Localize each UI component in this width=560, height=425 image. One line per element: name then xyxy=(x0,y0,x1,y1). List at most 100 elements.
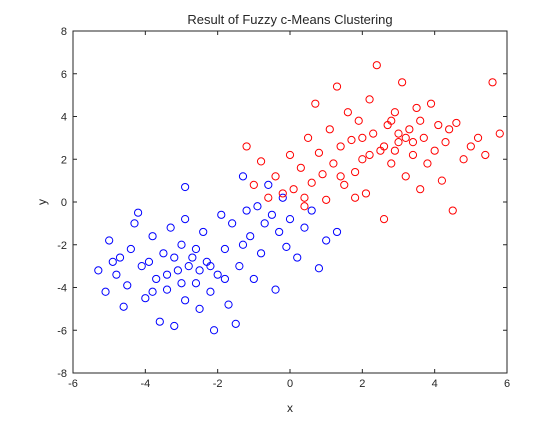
cluster-1-point xyxy=(253,202,262,211)
cluster-2-point xyxy=(271,172,280,181)
cluster-1-point xyxy=(119,302,128,311)
cluster-2-point xyxy=(401,172,410,181)
cluster-2-point xyxy=(329,159,338,168)
cluster-1-point xyxy=(115,253,125,262)
cluster-1-point xyxy=(278,193,287,202)
cluster-1-point xyxy=(184,262,193,271)
cluster-1-point xyxy=(155,317,164,326)
x-tick-label: -2 xyxy=(213,378,223,390)
x-tick-label: 2 xyxy=(359,378,365,390)
x-tick-label: -4 xyxy=(140,378,150,390)
cluster-1-point xyxy=(166,223,175,232)
cluster-2-point xyxy=(314,148,324,157)
cluster-1-point xyxy=(170,321,179,331)
cluster-2-point xyxy=(264,193,273,202)
cluster-1-point xyxy=(275,227,284,237)
cluster-1-point xyxy=(267,210,277,219)
x-tick-label: -6 xyxy=(68,378,78,390)
cluster-2-point xyxy=(372,61,381,70)
cluster-1-point xyxy=(322,236,331,245)
cluster-1-point xyxy=(181,215,190,224)
cluster-2-point xyxy=(343,108,352,117)
y-tick-label: 8 xyxy=(61,26,67,38)
cluster-2-point xyxy=(394,129,403,138)
cluster-1-point xyxy=(94,266,103,275)
cluster-2-point xyxy=(481,150,490,160)
cluster-1-point xyxy=(271,285,280,294)
cluster-1-point xyxy=(206,287,215,296)
y-tick-label: -6 xyxy=(57,325,67,337)
cluster-2-point xyxy=(473,133,483,142)
cluster-2-point xyxy=(369,129,378,138)
cluster-2-point xyxy=(434,120,443,130)
x-tick-label: 6 xyxy=(504,378,510,390)
cluster-2-point xyxy=(325,125,334,134)
cluster-2-point xyxy=(285,150,295,160)
cluster-1-point xyxy=(217,210,226,219)
cluster-2-point xyxy=(416,116,425,125)
cluster-1-point xyxy=(314,264,324,273)
cluster-1-point xyxy=(246,232,255,241)
cluster-2-point xyxy=(426,99,436,108)
cluster-2-point xyxy=(379,142,389,151)
cluster-1-point xyxy=(148,232,157,241)
cluster-2-point xyxy=(322,195,331,204)
cluster-2-point xyxy=(242,142,251,151)
cluster-2-point xyxy=(408,138,418,147)
cluster-1-point xyxy=(249,274,258,284)
cluster-1-point xyxy=(220,274,229,284)
cluster-2-point xyxy=(405,125,414,134)
cluster-1-point xyxy=(101,287,110,296)
cluster-2-point xyxy=(340,180,349,189)
cluster-1-point xyxy=(170,253,179,262)
cluster-2-point xyxy=(351,167,360,177)
cluster-2-point xyxy=(307,178,316,187)
cluster-1-point xyxy=(177,240,186,249)
cluster-1-point xyxy=(130,219,139,228)
cluster-2-point xyxy=(365,95,374,104)
cluster-2-point xyxy=(401,133,410,142)
cluster-2-point xyxy=(303,133,313,142)
cluster-2-point xyxy=(419,133,428,142)
cluster-1-point xyxy=(228,219,237,228)
cluster-1-point xyxy=(260,219,269,228)
cluster-1-point xyxy=(134,208,143,217)
cluster-2-point xyxy=(249,180,258,189)
cluster-2-point xyxy=(495,129,504,138)
cluster-1-point xyxy=(112,270,121,279)
cluster-2-point xyxy=(430,146,439,155)
y-tick-label: 0 xyxy=(61,197,67,209)
cluster-1-point xyxy=(242,206,251,215)
cluster-2-point xyxy=(448,206,457,215)
cluster-2-point xyxy=(437,176,446,185)
cluster-2-point xyxy=(488,78,497,87)
cluster-2-point xyxy=(387,159,396,168)
cluster-2-point xyxy=(332,82,342,91)
cluster-1-point xyxy=(224,300,233,309)
data-points xyxy=(94,61,504,335)
cluster-2-point xyxy=(336,172,345,181)
cluster-2-point xyxy=(256,157,266,166)
cluster-1-point xyxy=(195,304,204,313)
cluster-1-point xyxy=(206,262,215,271)
cluster-1-point xyxy=(123,281,132,290)
cluster-2-point xyxy=(296,163,305,172)
plot-area xyxy=(72,30,508,374)
cluster-1-point xyxy=(191,279,201,288)
cluster-1-point xyxy=(148,287,157,296)
cluster-1-point xyxy=(144,257,154,266)
x-axis-label: x xyxy=(287,401,293,415)
cluster-1-point xyxy=(264,180,273,189)
cluster-1-point xyxy=(238,172,248,181)
cluster-2-point xyxy=(423,159,432,168)
cluster-1-point xyxy=(220,244,229,254)
cluster-1-point xyxy=(238,240,248,249)
cluster-2-point xyxy=(278,189,287,198)
cluster-2-point xyxy=(394,138,403,147)
cluster-2-point xyxy=(358,155,367,164)
cluster-1-point xyxy=(209,326,219,335)
cluster-2-point xyxy=(300,193,309,202)
cluster-1-point xyxy=(235,262,244,271)
